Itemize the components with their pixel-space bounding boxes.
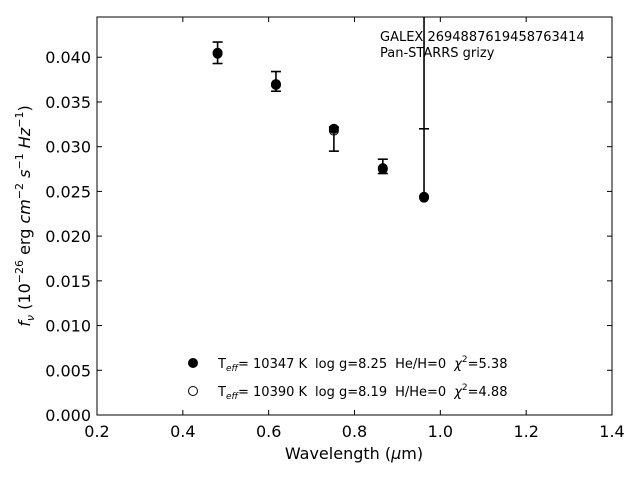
point-model-2 (328, 125, 339, 136)
y-tick-label: 0.025 (45, 182, 91, 201)
y-tick-label: 0.000 (45, 406, 91, 425)
legend-marker-filled (188, 358, 198, 368)
x-axis-ticks: 0.2 0.4 0.6 0.8 1.0 1.2 1.4 (84, 17, 625, 441)
x-tick-label: 1.4 (599, 422, 624, 441)
point-model-2 (270, 79, 281, 90)
y-tick-label: 0.015 (45, 272, 91, 291)
x-tick-label: 0.2 (84, 422, 109, 441)
plot-frame (96, 16, 613, 416)
y-tick-label: 0.010 (45, 317, 91, 336)
x-axis-label: Wavelength (μm) (285, 444, 423, 463)
x-tick-label: 0.6 (256, 422, 281, 441)
y-tick-label: 0.040 (45, 48, 91, 67)
annotation-line-1: GALEX 2694887619458763414 (380, 30, 585, 45)
x-tick-label: 0.4 (170, 422, 195, 441)
y-tick-label: 0.030 (45, 138, 91, 157)
x-tick-label: 1.0 (428, 422, 453, 441)
data-points (212, 47, 430, 203)
x-tick-label: 1.2 (513, 422, 538, 441)
point-model-2 (377, 164, 388, 175)
legend-marker-open (188, 386, 198, 396)
y-tick-label: 0.035 (45, 93, 91, 112)
x-tick-label: 0.8 (342, 422, 367, 441)
y-axis-label: fν (10−26 erg cm−2 s−1 Hz−1) (13, 105, 37, 326)
y-axis-ticks: 0.000 0.005 0.010 0.015 0.020 0.025 0.030 0.035… (45, 48, 612, 425)
y-tick-label: 0.020 (45, 227, 91, 246)
point-model-2 (419, 192, 430, 203)
annotation-line-2: Pan-STARRS grizy (380, 46, 495, 61)
y-tick-label: 0.005 (45, 361, 91, 380)
point-model-2 (212, 48, 223, 59)
